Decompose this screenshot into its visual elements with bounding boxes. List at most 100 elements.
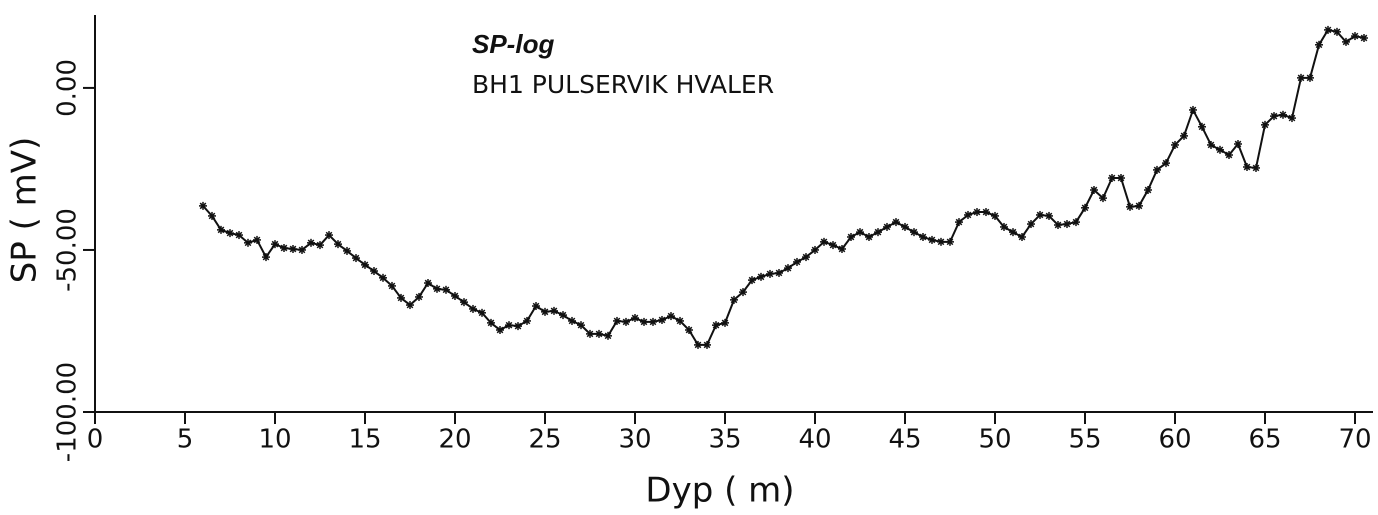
marker-stroke <box>1333 28 1341 36</box>
data-point <box>1063 220 1071 229</box>
x-tick-label: 25 <box>528 425 561 455</box>
data-point <box>244 238 252 247</box>
marker-stroke <box>1297 74 1305 82</box>
data-point <box>685 326 693 335</box>
data-point <box>478 308 486 317</box>
data-point <box>676 316 684 325</box>
marker-stroke <box>1099 194 1107 202</box>
marker-stroke <box>928 236 936 244</box>
marker-stroke <box>1063 220 1071 228</box>
marker-stroke <box>919 233 927 241</box>
data-point <box>1036 210 1044 219</box>
marker-stroke <box>1054 221 1062 229</box>
x-tick-label: 20 <box>438 425 471 455</box>
data-point <box>775 268 783 277</box>
marker-stroke <box>883 223 891 231</box>
data-point <box>793 257 801 266</box>
data-point <box>550 306 558 315</box>
marker-stroke <box>1315 41 1323 49</box>
marker-stroke <box>649 318 657 326</box>
data-point <box>415 292 423 301</box>
marker-stroke <box>1153 166 1161 174</box>
data-point <box>406 301 414 310</box>
marker-stroke <box>532 302 540 310</box>
marker-stroke <box>910 228 918 236</box>
x-tick-label: 50 <box>978 425 1011 455</box>
data-point <box>982 208 990 217</box>
y-tick-label: -100.00 <box>53 362 83 462</box>
marker-stroke <box>1171 141 1179 149</box>
marker-stroke <box>370 267 378 275</box>
data-point <box>1108 174 1116 183</box>
marker-stroke <box>1090 186 1098 194</box>
x-tick-label: 10 <box>258 425 291 455</box>
data-point <box>1027 220 1035 229</box>
marker-stroke <box>631 314 639 322</box>
marker-stroke <box>1000 223 1008 231</box>
marker-stroke <box>415 293 423 301</box>
data-point <box>1333 27 1341 36</box>
data-point <box>1072 218 1080 227</box>
marker-stroke <box>406 301 414 309</box>
data-point <box>1342 37 1350 46</box>
marker-stroke <box>622 318 630 326</box>
x-tick-label: 65 <box>1248 425 1281 455</box>
data-point <box>271 240 279 249</box>
data-point <box>613 316 621 325</box>
marker-stroke <box>775 269 783 277</box>
data-point <box>1297 73 1305 82</box>
data-point <box>559 311 567 320</box>
data-point <box>523 316 531 325</box>
marker-stroke <box>1117 174 1125 182</box>
data-point <box>433 284 441 293</box>
marker-stroke <box>244 239 252 247</box>
marker-stroke <box>676 317 684 325</box>
marker-stroke <box>208 212 216 220</box>
data-point <box>343 246 351 255</box>
marker-stroke <box>1027 220 1035 228</box>
data-point <box>1252 163 1260 172</box>
y-tick-label: 0.00 <box>53 59 83 117</box>
data-point <box>442 285 450 294</box>
marker-stroke <box>361 261 369 269</box>
data-point <box>838 244 846 253</box>
data-point <box>865 232 873 241</box>
data-point <box>694 340 702 349</box>
data-point <box>451 291 459 300</box>
marker-stroke <box>901 223 909 231</box>
marker-stroke <box>424 279 432 287</box>
data-point <box>1117 174 1125 183</box>
data-point <box>874 228 882 237</box>
marker-stroke <box>1324 26 1332 34</box>
marker-stroke <box>874 228 882 236</box>
data-point <box>1360 34 1368 43</box>
data-point <box>379 273 387 282</box>
marker-stroke <box>955 218 963 226</box>
data-point <box>388 281 396 290</box>
marker-stroke <box>1189 106 1197 114</box>
data-point <box>1135 201 1143 210</box>
marker-stroke <box>1252 164 1260 172</box>
data-point <box>1000 222 1008 231</box>
marker-stroke <box>496 326 504 334</box>
data-point <box>667 312 675 321</box>
data-point <box>919 232 927 241</box>
data-point <box>1018 232 1026 241</box>
y-tick-label: -50.00 <box>53 208 83 292</box>
data-point <box>595 329 603 338</box>
marker-stroke <box>1342 38 1350 46</box>
data-point <box>604 331 612 340</box>
data-point <box>568 316 576 325</box>
data-point <box>307 238 315 247</box>
data-point <box>316 241 324 250</box>
data-point <box>955 218 963 227</box>
marker-stroke <box>325 231 333 239</box>
data-point <box>748 276 756 285</box>
data-point <box>1054 221 1062 230</box>
marker-stroke <box>199 202 207 210</box>
marker-stroke <box>541 308 549 316</box>
marker-stroke <box>811 246 819 254</box>
marker-stroke <box>1270 112 1278 120</box>
x-tick-label: 60 <box>1158 425 1191 455</box>
marker-stroke <box>820 238 828 246</box>
